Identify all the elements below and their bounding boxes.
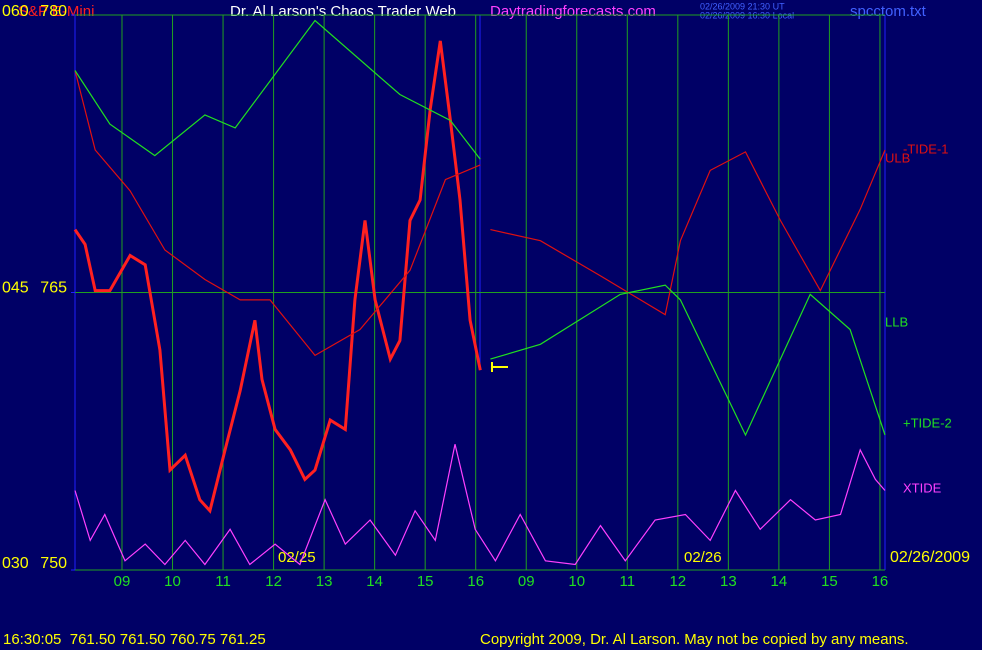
y-tick-label: 750 — [40, 555, 67, 572]
x-tick-label: 13 — [720, 573, 737, 590]
chart-subtitle: Daytradingforecasts.com — [490, 3, 656, 20]
x-tick-label: 10 — [164, 573, 181, 590]
x-tick-label: 12 — [669, 573, 686, 590]
legend-label: ULB — [885, 150, 910, 165]
x-tick-label: 09 — [114, 573, 131, 590]
y2-tick-label: 060 — [2, 3, 29, 20]
cursor — [491, 362, 508, 372]
series-line — [74, 19, 481, 160]
symbol-title: S&P E-Mini — [18, 3, 94, 20]
date-label: 02/26/2009 — [890, 549, 970, 566]
y-tick-label: 780 — [40, 3, 67, 20]
legend-label: +TIDE-2 — [903, 415, 952, 430]
series-line — [74, 70, 481, 357]
series-line — [490, 284, 886, 437]
y-tick-label: 765 — [40, 280, 67, 297]
date-label: 02/26 — [684, 549, 722, 566]
copyright: Copyright 2009, Dr. Al Larson. May not b… — [480, 631, 909, 648]
x-tick-label: 15 — [417, 573, 434, 590]
status: 16:30:05 761.50 761.50 760.75 761.25 — [3, 631, 266, 648]
legend-label: LLB — [885, 314, 908, 329]
chart-title: Dr. Al Larson's Chaos Trader Web — [230, 3, 456, 20]
x-tick-label: 09 — [518, 573, 535, 590]
series-line — [73, 40, 482, 514]
x-tick-label: 11 — [620, 573, 636, 590]
x-tick-label: 16 — [467, 573, 484, 590]
x-tick-label: 14 — [771, 573, 788, 590]
x-tick-label: 16 — [872, 573, 889, 590]
x-tick-label: 11 — [215, 573, 231, 590]
x-tick-label: 14 — [366, 573, 383, 590]
date-label: 02/25 — [278, 549, 316, 566]
series-line — [74, 444, 886, 566]
timestamp: 02/26/2009 21:30 UT — [700, 1, 785, 11]
y2-tick-label: 045 — [2, 280, 29, 297]
legend-label: -TIDE-1 — [903, 141, 949, 156]
x-tick-label: 12 — [265, 573, 282, 590]
file-name: spcctom.txt — [850, 3, 927, 20]
y2-tick-label: 030 — [2, 555, 29, 572]
legend-label: XTIDE — [903, 480, 942, 495]
x-tick-label: 15 — [821, 573, 838, 590]
x-tick-label: 10 — [568, 573, 585, 590]
series-line — [490, 149, 886, 316]
x-tick-label: 13 — [316, 573, 333, 590]
